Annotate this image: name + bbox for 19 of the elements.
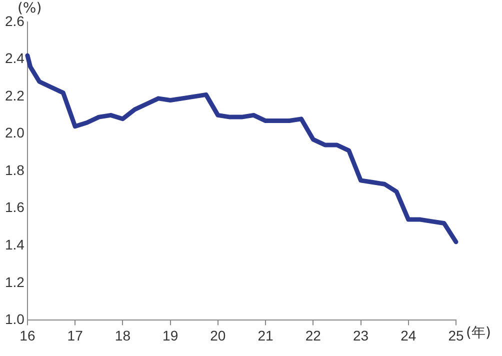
y-tick-label: 1.4 <box>4 236 25 253</box>
x-tick-label: 17 <box>67 327 84 344</box>
x-tick-label: 25 <box>448 327 464 344</box>
x-tick-label: 18 <box>114 327 131 344</box>
x-tick-label: 22 <box>305 327 322 344</box>
y-tick-label: 2.2 <box>4 87 25 104</box>
y-tick-label: 1.0 <box>4 311 25 328</box>
x-tick-label: 23 <box>352 327 369 344</box>
x-tick-label: 16 <box>20 327 36 344</box>
y-tick-label: 1.2 <box>4 274 25 290</box>
y-tick-label: 2.0 <box>4 124 25 141</box>
x-axis-title: (年) <box>466 324 491 341</box>
y-tick-label: 1.6 <box>4 199 25 216</box>
y-tick-label: 1.8 <box>4 162 25 178</box>
x-tick-label: 19 <box>162 327 178 344</box>
x-tick-label: 21 <box>258 327 274 344</box>
y-tick-label: 2.4 <box>4 50 25 66</box>
x-tick-label: 24 <box>400 327 416 344</box>
x-tick-label: 20 <box>210 327 226 344</box>
